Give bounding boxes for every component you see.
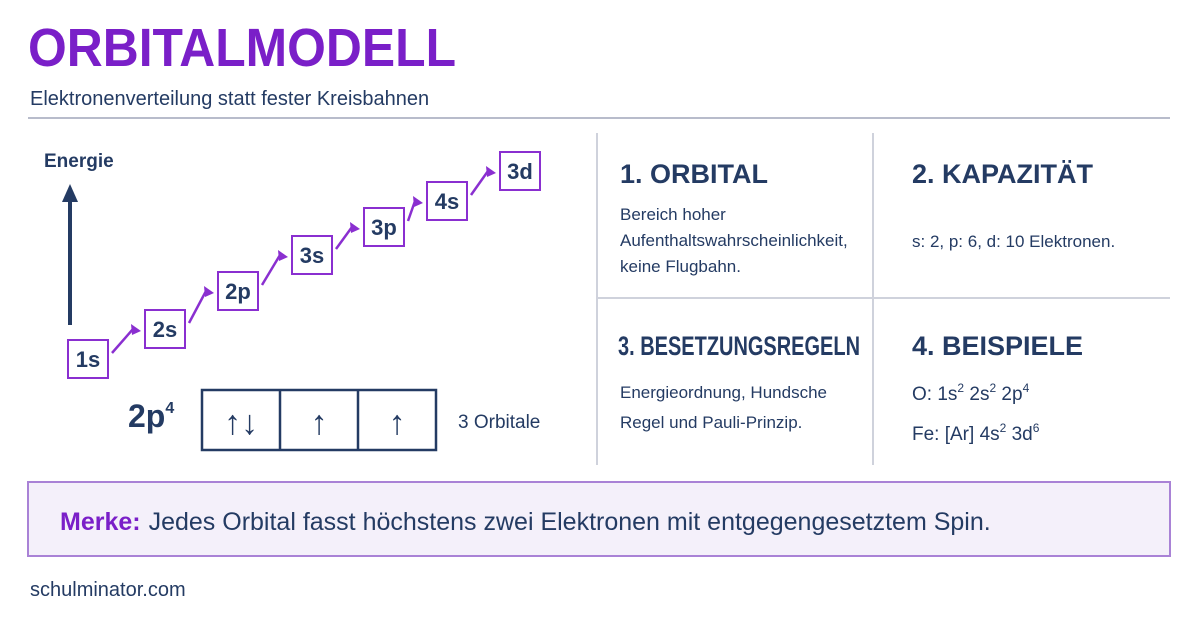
card-title: 1. ORBITAL bbox=[620, 159, 768, 189]
level-box bbox=[217, 271, 259, 311]
spin: ↑ bbox=[389, 404, 406, 442]
example: O: 1s2 2s2 2p4 bbox=[912, 381, 1030, 405]
note: Merke: Jedes Orbital fasst höchstens zwei… bbox=[60, 508, 991, 536]
subtitle: Elektronenverteilung statt fester Kreisb… bbox=[30, 88, 429, 110]
card-text: Energieordnung, Hundsche bbox=[620, 383, 827, 402]
level-arrow bbox=[260, 254, 282, 286]
card-title: 4. BEISPIELE bbox=[912, 331, 1083, 361]
configuration: 2p4 bbox=[128, 398, 174, 434]
level-box bbox=[363, 207, 405, 247]
orbital-boxes bbox=[200, 388, 438, 452]
level-box bbox=[426, 181, 468, 221]
level-arrow bbox=[111, 328, 134, 354]
arrowhead bbox=[204, 286, 214, 297]
arrowhead bbox=[350, 222, 360, 233]
spin: ↑↓ bbox=[224, 404, 258, 442]
card-text: Aufenthaltswahrscheinlichkeit, bbox=[620, 231, 848, 250]
level-box bbox=[144, 309, 186, 349]
axis-label: Energie bbox=[44, 151, 114, 172]
arrowhead bbox=[278, 250, 288, 261]
level-label: 2s bbox=[153, 317, 177, 342]
example: Fe: [Ar] 4s2 3d6 bbox=[912, 421, 1040, 445]
card-text: s: 2, p: 6, d: 10 Elektronen. bbox=[912, 232, 1115, 251]
card-title: 2. KAPAZITÄT bbox=[912, 159, 1094, 189]
level-box bbox=[291, 235, 333, 275]
level-box bbox=[67, 339, 109, 379]
level-arrow bbox=[334, 226, 354, 250]
level-label: 1s bbox=[76, 347, 100, 372]
title: ORBITALMODELL bbox=[28, 18, 456, 78]
card-text: Bereich hoher bbox=[620, 205, 726, 224]
level-label: 3d bbox=[507, 159, 533, 184]
level-arrow bbox=[187, 290, 208, 324]
footer: schulminator.com bbox=[30, 579, 186, 601]
level-arrow bbox=[469, 170, 490, 196]
arrowhead bbox=[486, 166, 496, 177]
card-text: keine Flugbahn. bbox=[620, 257, 741, 276]
boxes-label: 3 Orbitale bbox=[458, 412, 540, 433]
arrowhead bbox=[131, 324, 141, 335]
level-label: 3p bbox=[371, 215, 397, 240]
arrowhead bbox=[413, 196, 423, 207]
level-label: 2p bbox=[225, 279, 251, 304]
axis-arrowhead bbox=[62, 184, 78, 202]
note-box bbox=[27, 481, 1171, 557]
level-box bbox=[499, 151, 541, 191]
card-title: 3. BESETZUNGSREGELN bbox=[618, 331, 860, 361]
level-label: 4s bbox=[435, 189, 459, 214]
spin: ↑ bbox=[311, 404, 328, 442]
level-label: 3s bbox=[300, 243, 324, 268]
card-text: Regel und Pauli-Prinzip. bbox=[620, 413, 802, 432]
